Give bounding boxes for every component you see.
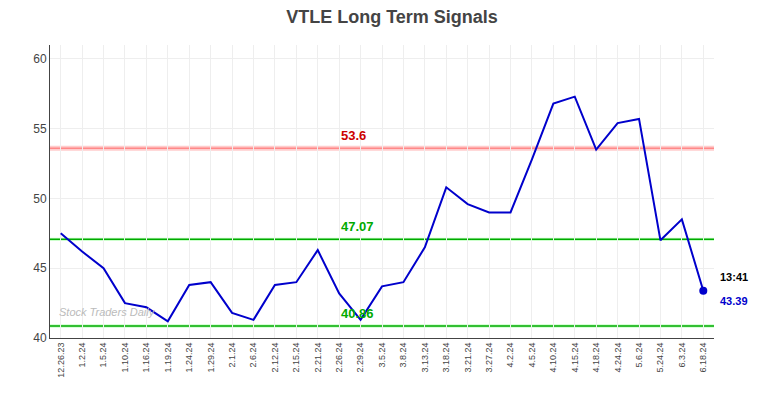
svg-text:1.2.24: 1.2.24 [77, 343, 87, 368]
svg-text:6.18.24: 6.18.24 [698, 343, 708, 373]
svg-text:4.10.24: 4.10.24 [548, 343, 558, 373]
svg-text:53.6: 53.6 [341, 128, 366, 143]
svg-text:13:41: 13:41 [720, 271, 748, 283]
svg-text:1.19.24: 1.19.24 [163, 343, 173, 373]
svg-text:2.29.24: 2.29.24 [356, 343, 366, 373]
svg-text:2.26.24: 2.26.24 [334, 343, 344, 373]
svg-text:4.18.24: 4.18.24 [591, 343, 601, 373]
svg-text:5.24.24: 5.24.24 [655, 343, 665, 373]
svg-text:43.39: 43.39 [720, 295, 748, 307]
svg-text:2.6.24: 2.6.24 [248, 343, 258, 368]
svg-text:2.15.24: 2.15.24 [291, 343, 301, 373]
svg-text:47.07: 47.07 [341, 219, 374, 234]
svg-text:4.5.24: 4.5.24 [527, 343, 537, 368]
svg-text:1.29.24: 1.29.24 [206, 343, 216, 373]
svg-text:1.5.24: 1.5.24 [98, 343, 108, 368]
svg-text:3.5.24: 3.5.24 [377, 343, 387, 368]
svg-text:3.13.24: 3.13.24 [420, 343, 430, 373]
svg-text:40.86: 40.86 [341, 306, 374, 321]
svg-text:6.3.24: 6.3.24 [677, 343, 687, 368]
svg-text:2.21.24: 2.21.24 [313, 343, 323, 373]
svg-text:VTLE Long Term Signals: VTLE Long Term Signals [286, 7, 498, 27]
svg-text:3.27.24: 3.27.24 [484, 343, 494, 373]
svg-text:12.26.23: 12.26.23 [56, 343, 66, 378]
svg-text:40: 40 [33, 331, 47, 345]
svg-text:45: 45 [33, 261, 47, 275]
svg-text:1.16.24: 1.16.24 [141, 343, 151, 373]
svg-text:4.2.24: 4.2.24 [505, 343, 515, 368]
svg-text:50: 50 [33, 192, 47, 206]
svg-text:3.21.24: 3.21.24 [463, 343, 473, 373]
svg-text:3.8.24: 3.8.24 [398, 343, 408, 368]
svg-text:4.24.24: 4.24.24 [613, 343, 623, 373]
svg-text:5.6.24: 5.6.24 [634, 343, 644, 368]
svg-text:1.10.24: 1.10.24 [120, 343, 130, 373]
svg-text:1.24.24: 1.24.24 [184, 343, 194, 373]
svg-text:60: 60 [33, 52, 47, 66]
svg-text:2.12.24: 2.12.24 [270, 343, 280, 373]
svg-text:3.18.24: 3.18.24 [441, 343, 451, 373]
svg-text:55: 55 [33, 122, 47, 136]
svg-text:2.1.24: 2.1.24 [227, 343, 237, 368]
svg-text:Stock Traders Daily: Stock Traders Daily [59, 306, 156, 318]
svg-text:4.15.24: 4.15.24 [570, 343, 580, 373]
